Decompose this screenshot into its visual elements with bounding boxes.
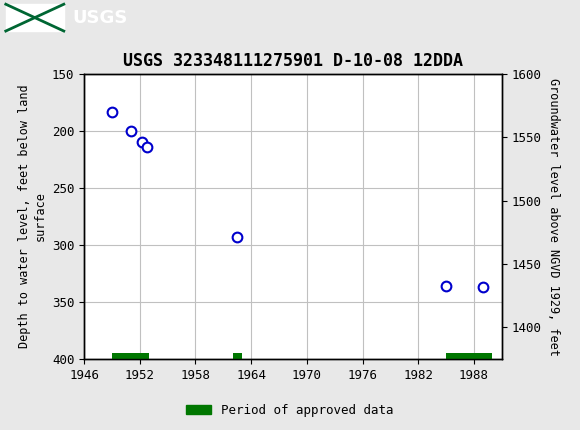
Point (137, 139, 146, 146)
Text: USGS: USGS (72, 9, 128, 27)
Point (143, 144, 152, 150)
Y-axis label: Depth to water level, feet below land
surface: Depth to water level, feet below land su… (19, 85, 46, 348)
Point (233, 233, 242, 240)
Y-axis label: Groundwater level above NGVD 1929, feet: Groundwater level above NGVD 1929, feet (547, 77, 560, 356)
Bar (6, 4, 64, 31)
Bar (112, 353, 149, 359)
Point (441, 283, 451, 289)
Point (478, 284, 488, 291)
Bar (233, 353, 242, 359)
Legend: Period of approved data: Period of approved data (181, 399, 399, 421)
Point (107, 108, 117, 115)
Point (126, 128, 135, 135)
Title: USGS 323348111275901 D-10-08 12DDA: USGS 323348111275901 D-10-08 12DDA (123, 52, 463, 70)
Bar (446, 353, 492, 359)
